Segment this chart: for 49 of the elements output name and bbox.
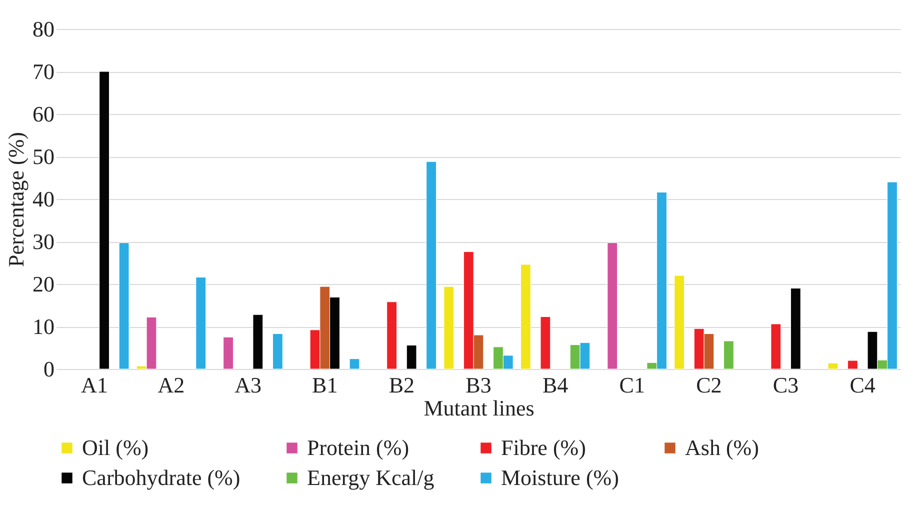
- x-tick-label: B3: [466, 372, 492, 398]
- x-axis-title: Mutant lines: [424, 396, 534, 420]
- y-tick-label: 30: [32, 229, 54, 254]
- bar: [196, 276, 206, 370]
- legend-label: Moisture (%): [501, 465, 619, 490]
- bar: [349, 358, 360, 370]
- bar: [252, 314, 264, 370]
- bar: [118, 242, 130, 370]
- y-tick-label: 0: [44, 356, 54, 382]
- x-tick-label: B1: [312, 372, 338, 398]
- y-tick-label: 60: [32, 102, 54, 126]
- bar: [406, 344, 417, 370]
- y-tick-label: 20: [32, 272, 54, 296]
- bar: [607, 242, 618, 370]
- bar: [828, 362, 838, 370]
- x-tick-label: C2: [696, 372, 722, 398]
- x-tick-label: A3: [234, 372, 262, 398]
- x-tick-label: B2: [388, 372, 415, 398]
- y-tick-label: 10: [32, 314, 54, 339]
- bar: [444, 286, 454, 370]
- legend-label: Oil (%): [82, 435, 149, 460]
- y-axis-title: Percentage (%): [4, 132, 28, 267]
- x-tick-label: C3: [772, 372, 799, 398]
- x-tick-label: C1: [619, 372, 645, 398]
- y-tick-label: 50: [32, 144, 54, 169]
- bar: [724, 340, 734, 370]
- bar: [674, 275, 685, 370]
- y-tick-label: 80: [32, 16, 54, 42]
- bar: [99, 71, 110, 370]
- legend-label: Carbohydrate (%): [82, 465, 240, 490]
- x-tick-label: B4: [542, 372, 568, 398]
- bar: [770, 324, 782, 370]
- bar: [790, 288, 801, 370]
- legend-label: Protein (%): [307, 435, 410, 460]
- legend-label: Fibre (%): [501, 435, 586, 460]
- bar: [848, 360, 858, 370]
- x-tick-label: A1: [80, 372, 108, 398]
- legend-label: Ash (%): [685, 435, 759, 460]
- bar: [426, 161, 436, 370]
- y-tick-label: 70: [32, 59, 54, 84]
- x-tick-label: A2: [158, 372, 185, 398]
- bar: [520, 264, 531, 370]
- bar: [386, 302, 397, 370]
- bar: [272, 333, 283, 370]
- bar: [223, 336, 234, 370]
- x-tick-label: C4: [850, 372, 876, 398]
- legend-label: Energy Kcal/g: [307, 465, 434, 490]
- y-tick-label: 40: [32, 186, 54, 212]
- bar: [540, 316, 551, 370]
